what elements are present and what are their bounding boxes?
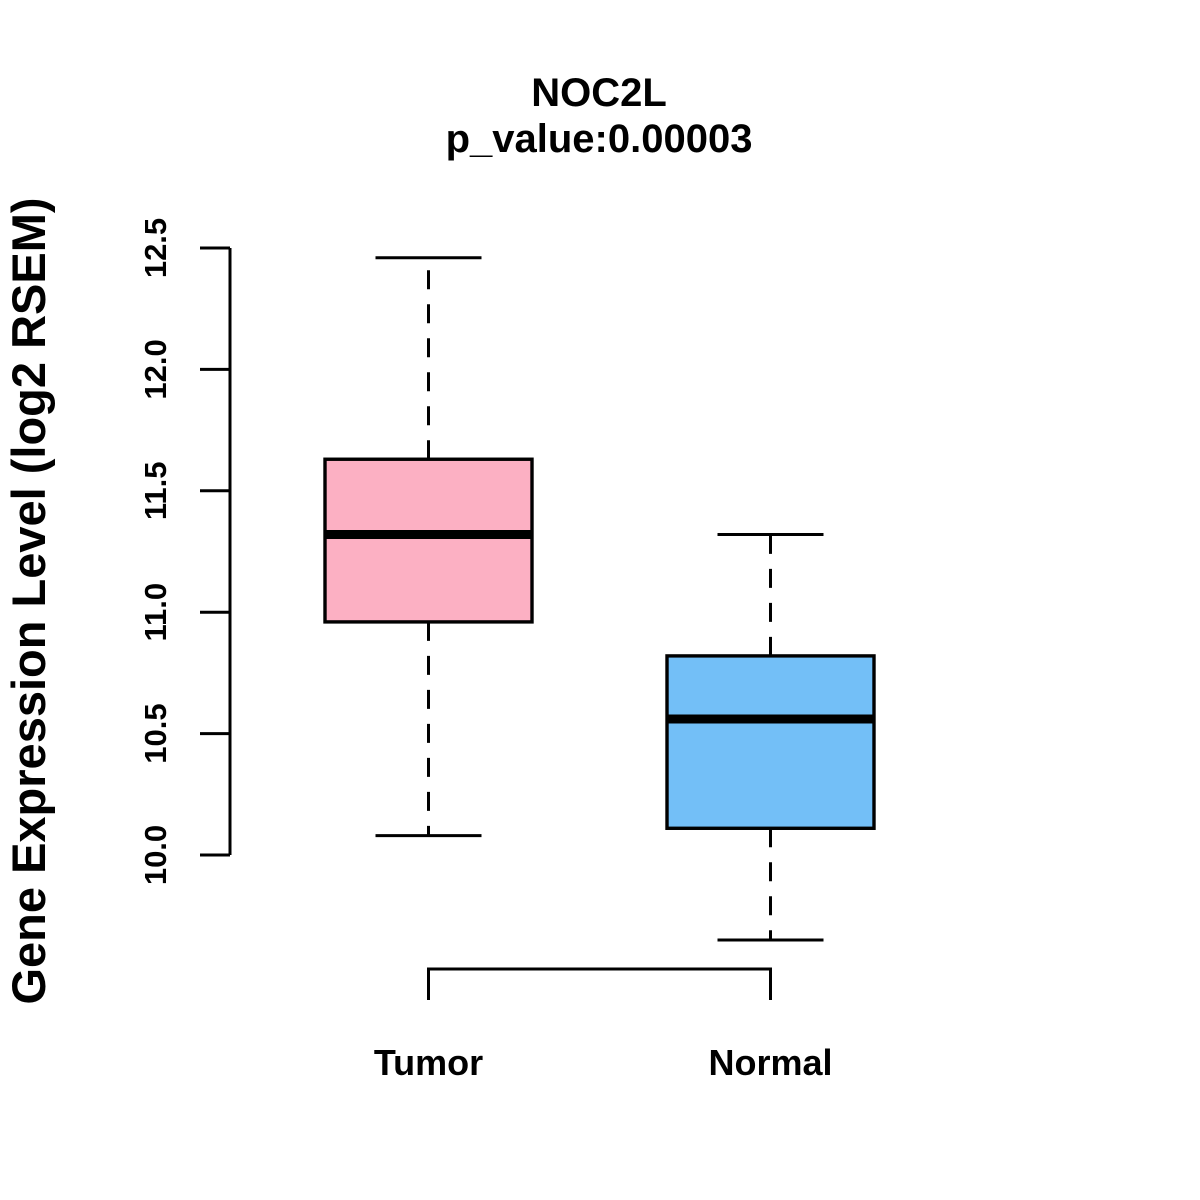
y-axis-tick-label: 11.0 <box>138 583 173 642</box>
chart-subtitle: p_value:0.00003 <box>446 117 753 161</box>
y-axis-tick-label: 10.5 <box>138 703 173 763</box>
plot-area: 10.0 10.5 11.0 11.5 12.0 12.5 Tumor Normal <box>138 218 876 1083</box>
y-axis-tick-label: 11.5 <box>138 461 173 520</box>
normal-box <box>665 654 876 830</box>
y-axis-tick-label: 10.0 <box>138 825 173 885</box>
x-category-label-tumor: Tumor <box>374 1042 483 1083</box>
y-axis-tick-label: 12.5 <box>138 218 173 278</box>
y-axis-title: Gene Expression Level (log2 RSEM) <box>2 197 55 1004</box>
tumor-box <box>323 457 534 624</box>
x-category-label-normal: Normal <box>708 1042 832 1083</box>
chart-title: NOC2L <box>531 71 667 115</box>
y-axis-tick-label: 12.0 <box>138 339 173 399</box>
x-axis-bracket <box>427 967 772 1000</box>
